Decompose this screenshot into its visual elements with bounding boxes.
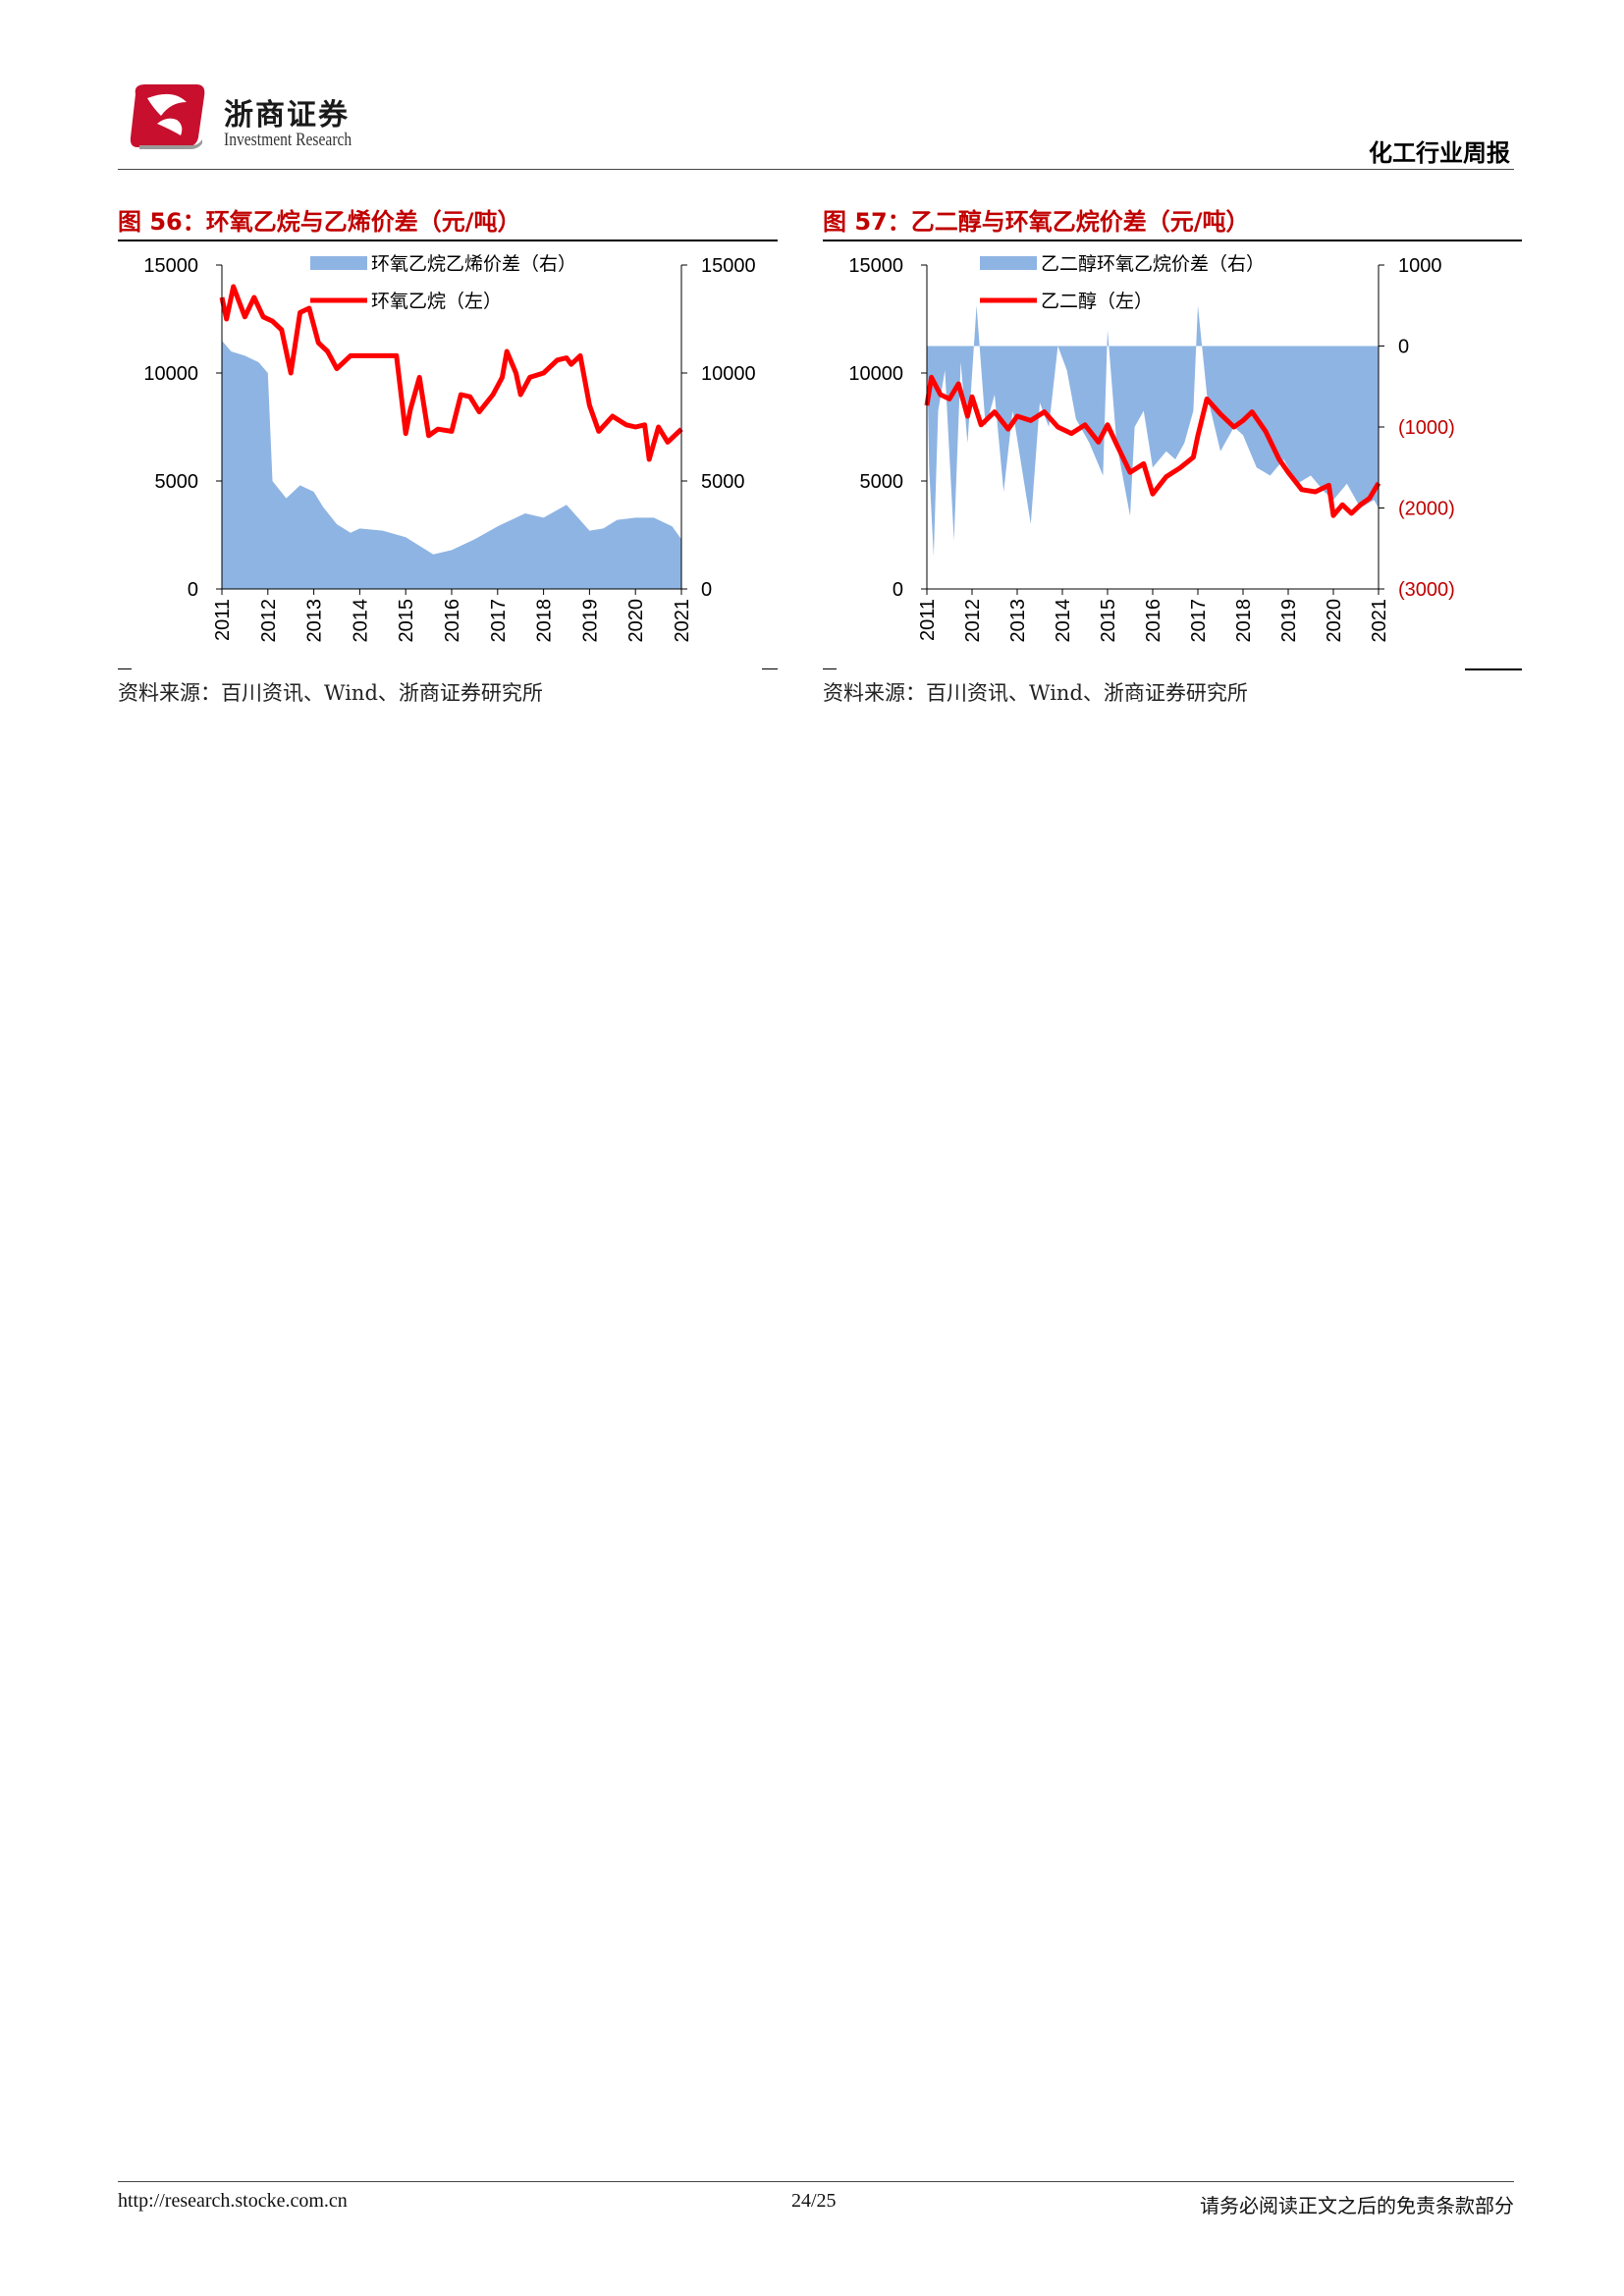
brand-name-en: Investment Research [224,130,352,150]
right-tick-label: 0 [701,579,712,601]
page-number: 24/25 [791,2190,837,2212]
figure-56-source: 资料来源：百川资讯、Wind、浙商证券研究所 [118,681,543,705]
figure-57-bottom-rule [823,668,837,669]
header-divider [118,169,1514,170]
figure-57-title: 图 57：乙二醇与环氧乙烷价差（元/吨） [823,208,1250,236]
x-tick-label: 2017 [1188,599,1210,643]
figure-56-chart: 15000 10000 5000 0 15000 10000 5000 0 2011 2012 20… [143,253,756,643]
x-tick-label: 2011 [212,599,234,641]
x-tick-label: 2017 [488,599,510,643]
right-tick-label: 10000 [701,363,756,385]
right-tick-label: 1000 [1398,255,1442,277]
left-tick-label: 15000 [848,255,903,277]
x-tick-label: 2018 [1233,599,1255,643]
series-line-fig56 [219,284,683,462]
x-tick-label: 2013 [304,599,326,643]
legend-swatch-area [980,256,1037,270]
left-tick-label: 15000 [143,255,198,277]
figure-57-source: 资料来源：百川资讯、Wind、浙商证券研究所 [823,681,1248,705]
x-tick-label: 2016 [1143,599,1164,643]
x-tick-label: 2020 [1324,599,1345,643]
x-tick-label: 2016 [442,599,463,643]
left-tick-label: 0 [893,579,903,601]
right-tick-label: 0 [1398,337,1409,358]
right-tick-label: 15000 [701,255,756,277]
legend-label-line: 乙二醇（左） [1041,291,1153,312]
x-tick-label: 2014 [1053,599,1074,643]
figure-56-bottom-rule [118,668,132,669]
legend-label-area: 乙二醇环氧乙烷价差（右） [1041,253,1265,275]
left-tick-label: 10000 [848,363,903,385]
figure-57-bottom-rule-right [1465,668,1522,670]
logo-icon [130,84,205,149]
x-tick-label: 2012 [962,599,984,643]
legend-label-area: 环氧乙烷乙烯价差（右） [371,253,576,275]
figure-56-top-rule [118,240,778,241]
x-tick-label: 2013 [1007,599,1029,643]
left-tick-label: 0 [188,579,198,601]
figure-57-chart: 15000100005000010000(1000)(2000)(3000)20… [848,253,1455,643]
figure-56-title: 图 56：环氧乙烷与乙烯价差（元/吨） [118,208,521,236]
x-tick-label: 2011 [917,599,939,641]
left-tick-label: 10000 [143,363,198,385]
series-area-fig56 [222,341,681,589]
x-tick-label: 2015 [1098,599,1119,643]
figure-57-top-rule [823,240,1522,241]
series-area-fig57 [927,305,1379,557]
x-tick-label: 2019 [1278,599,1300,643]
x-tick-label: 2021 [1369,599,1390,643]
footer-divider [118,2181,1514,2182]
right-tick-label: 5000 [701,471,745,493]
footer-disclaimer: 请务必阅读正文之后的免责条款部分 [1200,2194,1514,2217]
legend-swatch-area [310,256,367,270]
footer-url-link[interactable]: http://research.stocke.com.cn [118,2190,348,2212]
x-tick-label: 2021 [672,599,693,643]
report-type-label: 化工行业周报 [1369,139,1510,167]
figure-56-bottom-rule-right [762,668,778,669]
left-tick-label: 5000 [155,471,199,493]
x-tick-label: 2020 [625,599,647,643]
series-line-fig57 [924,374,1381,518]
right-tick-label: (3000) [1398,579,1455,601]
brand-name-cn: 浙商证券 [224,98,350,133]
x-tick-label: 2019 [579,599,601,643]
legend-label-line: 环氧乙烷（左） [371,291,502,312]
x-tick-label: 2015 [396,599,417,643]
left-tick-label: 5000 [860,471,904,493]
right-tick-label: (1000) [1398,417,1455,439]
right-tick-label: (2000) [1398,499,1455,520]
x-tick-label: 2014 [350,599,371,643]
x-tick-label: 2018 [534,599,556,643]
x-tick-label: 2012 [258,599,280,643]
